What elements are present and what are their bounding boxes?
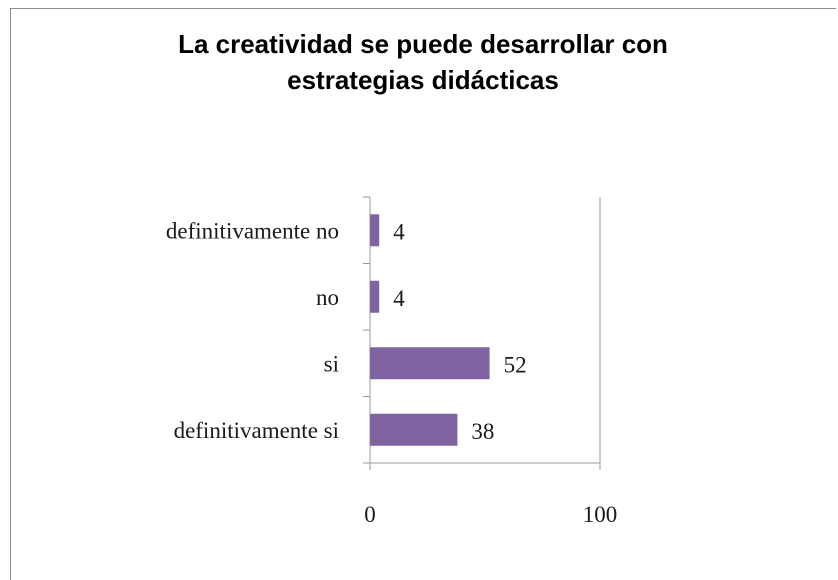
chart-title-line-1: La creatividad se puede desarrollar con [178,29,668,59]
category-label: si [324,351,339,376]
bar [370,413,458,446]
data-label: 4 [393,286,405,311]
value-tick-label: 0 [364,502,376,527]
data-label: 38 [471,419,494,444]
data-label: 52 [504,352,527,377]
data-label: 4 [393,219,405,244]
bar [370,214,380,247]
value-tick-label: 100 [583,502,618,527]
bar [370,280,380,313]
bar [370,347,490,380]
category-label: definitivamente si [174,418,339,443]
chart-title: La creatividad se puede desarrollar con … [10,26,836,98]
category-label: definitivamente no [166,218,339,243]
category-label: no [316,285,339,310]
chart-frame [10,8,836,580]
chart-title-line-2: estrategias didácticas [287,65,559,95]
